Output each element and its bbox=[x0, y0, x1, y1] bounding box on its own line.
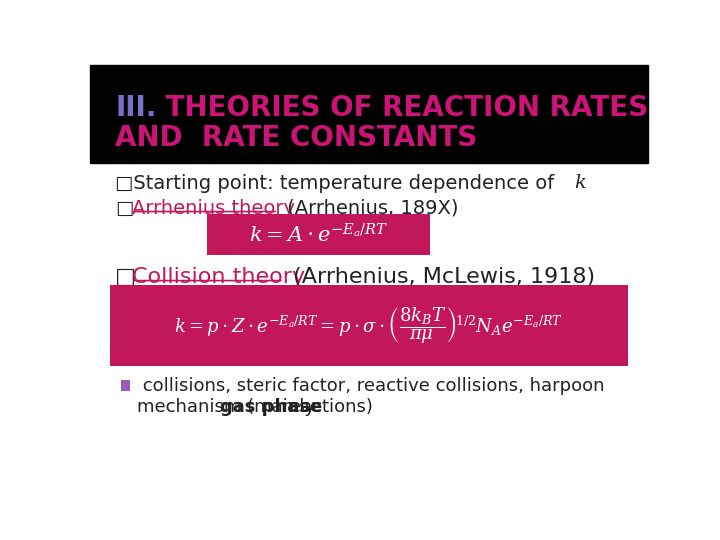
Text: III.: III. bbox=[115, 94, 156, 123]
Text: gas phase: gas phase bbox=[220, 397, 322, 416]
FancyBboxPatch shape bbox=[90, 65, 648, 163]
Text: □: □ bbox=[115, 199, 133, 218]
Text: reactions): reactions) bbox=[277, 397, 374, 416]
Text: (Arrhenius, McLewis, 1918): (Arrhenius, McLewis, 1918) bbox=[287, 267, 595, 287]
FancyBboxPatch shape bbox=[121, 380, 130, 391]
Text: Arrhenius theory: Arrhenius theory bbox=[132, 199, 295, 218]
Text: k: k bbox=[575, 174, 586, 192]
Text: □: □ bbox=[115, 267, 136, 287]
Text: $k = A \cdot e^{-E_a/RT}$: $k = A \cdot e^{-E_a/RT}$ bbox=[249, 223, 389, 246]
FancyBboxPatch shape bbox=[109, 285, 629, 366]
Text: Collision theory: Collision theory bbox=[132, 267, 305, 287]
Text: □Starting point: temperature dependence of: □Starting point: temperature dependence … bbox=[115, 174, 561, 193]
Text: AND  RATE CONSTANTS: AND RATE CONSTANTS bbox=[115, 124, 477, 152]
FancyBboxPatch shape bbox=[207, 214, 431, 255]
Text: (Arrhenius, 189X): (Arrhenius, 189X) bbox=[281, 199, 459, 218]
Text: THEORIES OF REACTION RATES: THEORIES OF REACTION RATES bbox=[156, 94, 648, 123]
Text: collisions, steric factor, reactive collisions, harpoon: collisions, steric factor, reactive coll… bbox=[138, 377, 605, 395]
Text: $k = p \cdot Z \cdot e^{-E_a/RT} = p \cdot \sigma \cdot \left(\dfrac{8k_BT}{\pi\: $k = p \cdot Z \cdot e^{-E_a/RT} = p \cd… bbox=[174, 305, 564, 346]
Text: mechanism (mainly: mechanism (mainly bbox=[138, 397, 321, 416]
